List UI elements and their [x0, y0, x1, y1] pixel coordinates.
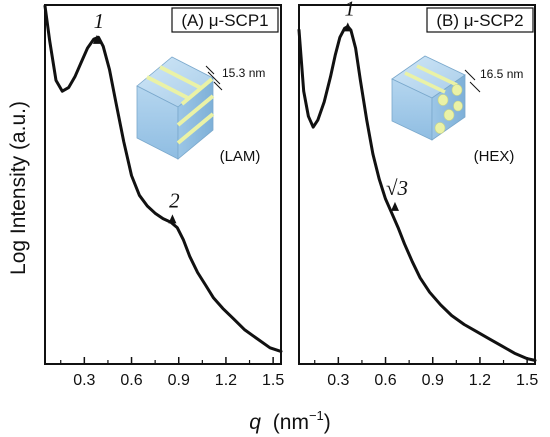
panel-a-frame — [44, 4, 282, 365]
hex-cube-inset — [391, 55, 481, 141]
x-tick-label: 1.5 — [516, 372, 538, 389]
x-tick-label: 1.2 — [469, 372, 491, 389]
lam-cube-inset — [136, 56, 223, 160]
x-axis-close: ) — [324, 411, 331, 434]
x-axis-label: q (nm−1) — [249, 408, 331, 434]
x-tick-label: 0.3 — [327, 372, 349, 389]
x-tick-label: 1.2 — [215, 372, 237, 389]
panel-a-label-box — [171, 7, 279, 33]
panel-b-label-box — [426, 7, 534, 33]
x-axis-symbol: q — [249, 411, 261, 434]
series-line-b — [297, 25, 537, 362]
lam-dimension-label: 15.3 nm — [222, 66, 265, 80]
series-line-a — [43, 4, 283, 353]
y-axis-label: Log Intensity (a.u.) — [7, 101, 30, 275]
peak-marker-a-2 — [168, 214, 177, 224]
panel-b-label: (B) μ-SCP2 — [436, 11, 523, 30]
peak-label-b-sqrt3: √3 — [386, 176, 408, 200]
panel-a-label: (A) μ-SCP1 — [181, 11, 268, 30]
hex-dimension-label: 16.5 nm — [480, 67, 523, 81]
x-axis-ticks-b: 0.3 0.6 0.9 1.2 1.5 — [314, 357, 538, 389]
x-axis-ticks-a: 0.3 0.6 0.9 1.2 1.5 — [60, 357, 284, 389]
hex-phase-label: (HEX) — [474, 148, 515, 165]
panel-b-frame — [298, 4, 536, 365]
x-axis-unit: (nm — [273, 411, 309, 434]
peak-marker-b-sqrt3 — [390, 201, 399, 211]
x-tick-label: 0.9 — [422, 372, 444, 389]
x-tick-label: 0.9 — [168, 372, 190, 389]
lam-phase-label: (LAM) — [220, 148, 261, 165]
peak-label-a-1: 1 — [94, 9, 105, 33]
x-tick-label: 0.6 — [374, 372, 396, 389]
x-tick-label: 0.3 — [73, 372, 95, 389]
peak-marker-a-1 — [92, 34, 101, 44]
peak-label-b-1: 1 — [345, 0, 356, 20]
x-axis-exponent: −1 — [309, 408, 324, 423]
x-tick-label: 0.6 — [120, 372, 142, 389]
peak-marker-b-1 — [343, 22, 352, 32]
peak-label-a-2: 2 — [169, 188, 180, 212]
x-tick-label: 1.5 — [262, 372, 284, 389]
